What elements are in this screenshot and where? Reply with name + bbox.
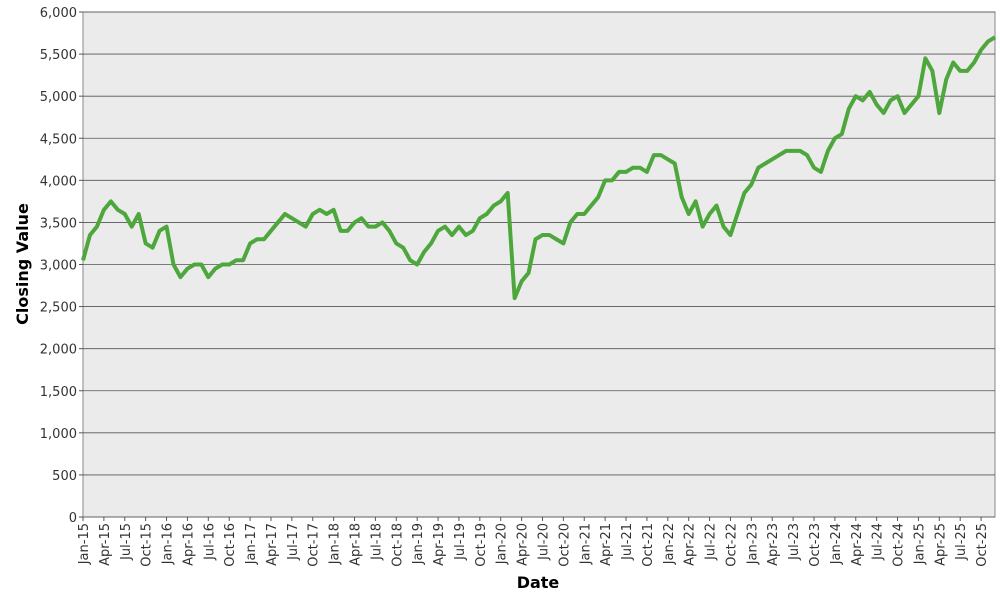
x-tick-label: Jul-16 — [202, 523, 217, 561]
y-tick-label: 0 — [69, 511, 77, 526]
y-tick-label: 3,000 — [40, 259, 77, 274]
x-tick-label: Jul-17 — [286, 523, 301, 561]
x-tick-label: Apr-22 — [683, 523, 698, 566]
x-tick-label: Jan-23 — [745, 523, 760, 565]
x-tick-label: Apr-24 — [850, 523, 865, 566]
x-tick-label: Jul-19 — [453, 523, 468, 561]
x-tick-label: Apr-23 — [766, 523, 781, 566]
y-tick-label: 1,500 — [40, 385, 77, 400]
y-tick-label: 500 — [52, 469, 77, 484]
x-tick-label: Jan-21 — [578, 523, 593, 565]
x-tick-label: Jul-18 — [369, 523, 384, 561]
x-tick-label: Oct-16 — [223, 523, 238, 567]
x-tick-label: Oct-20 — [557, 523, 572, 567]
x-tick-label: Oct-21 — [641, 523, 656, 567]
x-tick-label: Apr-20 — [516, 523, 531, 566]
x-tick-label: Jan-24 — [829, 523, 844, 565]
x-tick-label: Oct-23 — [808, 523, 823, 567]
x-tick-label: Jan-22 — [662, 523, 677, 565]
x-tick-label: Apr-16 — [181, 523, 196, 566]
data-line — [81, 35, 997, 301]
x-tick-label: Jan-15 — [77, 523, 92, 565]
x-tick-label: Jul-24 — [871, 523, 886, 561]
x-tick-label: Jul-21 — [620, 523, 635, 561]
x-tick-label: Jan-19 — [411, 523, 426, 565]
x-tick-label: Jan-17 — [244, 523, 259, 565]
y-tick-label: 6,000 — [40, 6, 77, 21]
x-tick-label: Jul-22 — [704, 523, 719, 561]
x-tick-label: Apr-18 — [349, 523, 364, 566]
x-axis-title: Date — [517, 573, 560, 592]
x-tick-label: Jan-25 — [912, 523, 927, 565]
x-tick-label: Jul-15 — [119, 523, 134, 561]
y-tick-label: 4,500 — [40, 132, 77, 147]
x-tick-label: Oct-24 — [892, 523, 907, 567]
x-tick-label: Oct-22 — [724, 523, 739, 567]
x-tick-label: Oct-25 — [975, 523, 990, 567]
x-tick-label: Oct-15 — [140, 523, 155, 567]
x-tick-label: Apr-25 — [933, 523, 948, 566]
y-tick-label: 4,000 — [40, 174, 77, 189]
y-tick-label: 1,000 — [40, 427, 77, 442]
x-tick-label: Apr-15 — [98, 523, 113, 566]
y-tick-label: 5,500 — [40, 48, 77, 63]
x-tick-label: Jan-18 — [328, 523, 343, 565]
y-tick-label: 3,500 — [40, 216, 77, 231]
x-tick-label: Oct-18 — [390, 523, 405, 567]
x-tick-label: Jul-20 — [536, 523, 551, 561]
x-tick-label: Jan-16 — [161, 523, 176, 565]
y-tick-label: 2,000 — [40, 343, 77, 358]
y-tick-label: 2,500 — [40, 301, 77, 316]
x-tick-label: Apr-17 — [265, 523, 280, 566]
x-tick-label: Jul-25 — [954, 523, 969, 561]
y-tick-label: 5,000 — [40, 90, 77, 105]
x-tick-label: Jul-23 — [787, 523, 802, 561]
x-tick-label: Oct-19 — [474, 523, 489, 567]
x-tick-label: Jan-20 — [495, 523, 510, 565]
x-tick-label: Apr-19 — [432, 523, 447, 566]
x-tick-label: Apr-21 — [599, 523, 614, 566]
x-tick-label: Oct-17 — [307, 523, 322, 567]
y-axis-title: Closing Value — [13, 203, 32, 325]
